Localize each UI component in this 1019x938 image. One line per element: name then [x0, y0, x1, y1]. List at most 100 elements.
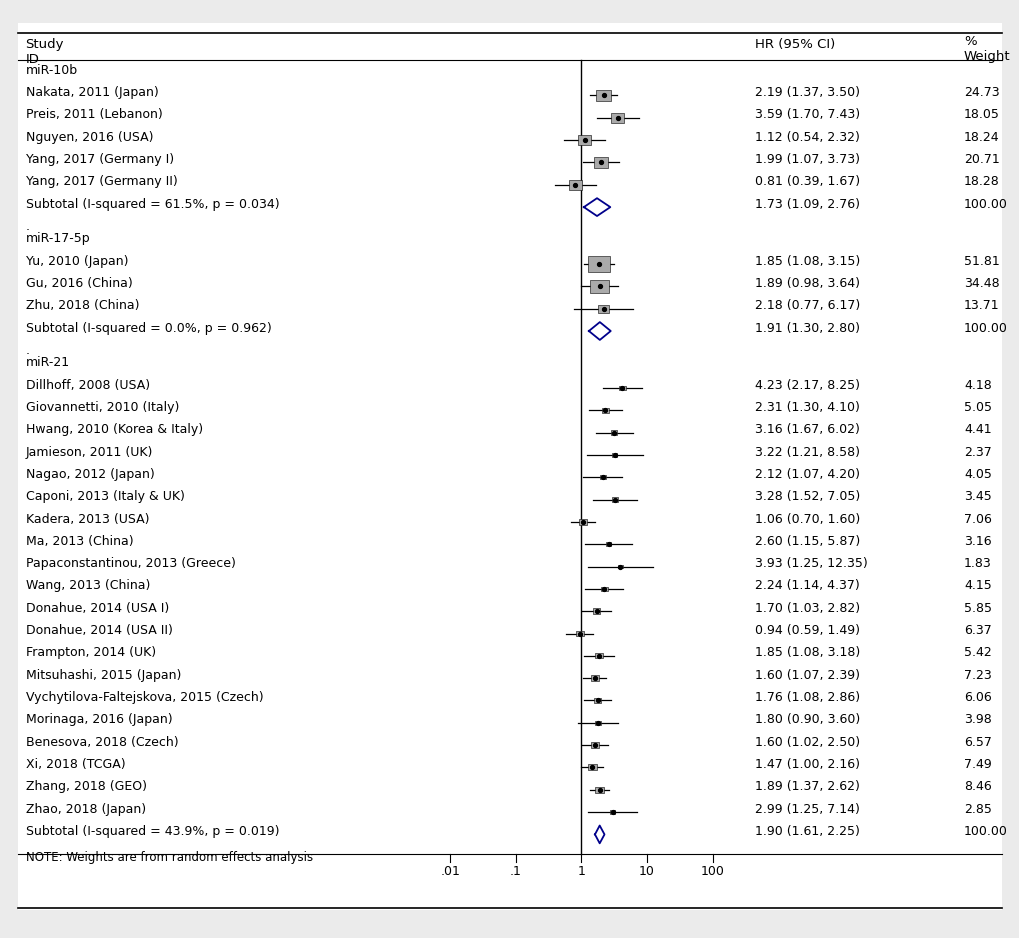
Text: Wang, 2013 (China): Wang, 2013 (China): [25, 580, 150, 593]
Text: 24.73: 24.73: [963, 86, 999, 99]
Text: Zhao, 2018 (Japan): Zhao, 2018 (Japan): [25, 803, 146, 816]
Text: .01: .01: [440, 866, 460, 878]
Text: Zhu, 2018 (China): Zhu, 2018 (China): [25, 299, 139, 312]
Text: 4.41: 4.41: [963, 423, 990, 436]
Text: 18.28: 18.28: [963, 175, 999, 189]
Text: 18.05: 18.05: [963, 109, 999, 121]
Text: Gu, 2016 (China): Gu, 2016 (China): [25, 277, 132, 290]
Text: .: .: [25, 220, 30, 233]
Text: 100.00: 100.00: [963, 198, 1007, 211]
Text: 3.59 (1.70, 7.43): 3.59 (1.70, 7.43): [754, 109, 859, 121]
Bar: [610, 113, 624, 123]
Text: 7.23: 7.23: [963, 669, 990, 682]
Text: 1.70 (1.03, 2.82): 1.70 (1.03, 2.82): [754, 602, 859, 614]
Text: 1.85 (1.08, 3.15): 1.85 (1.08, 3.15): [754, 254, 859, 267]
Text: 1.76 (1.08, 2.86): 1.76 (1.08, 2.86): [754, 691, 859, 704]
Text: 100: 100: [700, 866, 723, 878]
Text: Mitsuhashi, 2015 (Japan): Mitsuhashi, 2015 (Japan): [25, 669, 180, 682]
Text: 20.71: 20.71: [963, 153, 999, 166]
Text: 1.99 (1.07, 3.73): 1.99 (1.07, 3.73): [754, 153, 859, 166]
Text: 3.45: 3.45: [963, 491, 990, 503]
Bar: [595, 90, 610, 101]
Text: Nguyen, 2016 (USA): Nguyen, 2016 (USA): [25, 130, 153, 144]
Text: Jamieson, 2011 (UK): Jamieson, 2011 (UK): [25, 446, 153, 459]
Text: 2.19 (1.37, 3.50): 2.19 (1.37, 3.50): [754, 86, 859, 99]
Text: %
Weight: % Weight: [963, 35, 1010, 63]
Text: 4.15: 4.15: [963, 580, 990, 593]
Text: 3.93 (1.25, 12.35): 3.93 (1.25, 12.35): [754, 557, 867, 570]
Text: 1.47 (1.00, 2.16): 1.47 (1.00, 2.16): [754, 758, 859, 771]
Text: Study
ID: Study ID: [25, 38, 64, 66]
Text: 3.22 (1.21, 8.58): 3.22 (1.21, 8.58): [754, 446, 859, 459]
Text: 2.37: 2.37: [963, 446, 990, 459]
Text: 3.16: 3.16: [963, 535, 990, 548]
Text: Subtotal (I-squared = 0.0%, p = 0.962): Subtotal (I-squared = 0.0%, p = 0.962): [25, 322, 271, 335]
Text: Zhang, 2018 (GEO): Zhang, 2018 (GEO): [25, 780, 147, 794]
Bar: [618, 565, 622, 568]
Text: 3.98: 3.98: [963, 714, 990, 726]
Text: 7.06: 7.06: [963, 512, 990, 525]
Text: 100.00: 100.00: [963, 322, 1007, 335]
Bar: [605, 542, 610, 546]
Bar: [610, 431, 616, 435]
Text: Caponi, 2013 (Italy & UK): Caponi, 2013 (Italy & UK): [25, 491, 184, 503]
Text: 5.85: 5.85: [963, 602, 990, 614]
Text: 4.23 (2.17, 8.25): 4.23 (2.17, 8.25): [754, 379, 859, 391]
Text: 2.12 (1.07, 4.20): 2.12 (1.07, 4.20): [754, 468, 859, 481]
Text: 3.28 (1.52, 7.05): 3.28 (1.52, 7.05): [754, 491, 859, 503]
Bar: [600, 586, 607, 591]
Text: 5.05: 5.05: [963, 401, 990, 414]
Text: HR (95% CI): HR (95% CI): [754, 38, 835, 51]
Text: 7.49: 7.49: [963, 758, 990, 771]
Text: Morinaga, 2016 (Japan): Morinaga, 2016 (Japan): [25, 714, 172, 726]
Text: 10: 10: [639, 866, 654, 878]
Text: 1: 1: [577, 866, 585, 878]
Text: Donahue, 2014 (USA I): Donahue, 2014 (USA I): [25, 602, 168, 614]
Bar: [579, 519, 587, 525]
Bar: [590, 742, 598, 748]
Bar: [593, 158, 607, 168]
Text: Yu, 2010 (Japan): Yu, 2010 (Japan): [25, 254, 127, 267]
Text: 100.00: 100.00: [963, 825, 1007, 838]
Text: 1.12 (0.54, 2.32): 1.12 (0.54, 2.32): [754, 130, 859, 144]
Text: 1.83: 1.83: [963, 557, 990, 570]
Text: 5.42: 5.42: [963, 646, 990, 659]
Text: 1.90 (1.61, 2.25): 1.90 (1.61, 2.25): [754, 825, 859, 838]
Text: miR-17-5p: miR-17-5p: [25, 233, 90, 246]
Text: 1.91 (1.30, 2.80): 1.91 (1.30, 2.80): [754, 322, 859, 335]
Text: Subtotal (I-squared = 61.5%, p = 0.034): Subtotal (I-squared = 61.5%, p = 0.034): [25, 198, 279, 211]
Text: Papaconstantinou, 2013 (Greece): Papaconstantinou, 2013 (Greece): [25, 557, 235, 570]
Text: 6.37: 6.37: [963, 624, 990, 637]
Bar: [590, 675, 598, 681]
Text: Dillhoff, 2008 (USA): Dillhoff, 2008 (USA): [25, 379, 150, 391]
Text: 2.60 (1.15, 5.87): 2.60 (1.15, 5.87): [754, 535, 859, 548]
Text: 0.94 (0.59, 1.49): 0.94 (0.59, 1.49): [754, 624, 859, 637]
Bar: [578, 135, 591, 144]
Text: Benesova, 2018 (Czech): Benesova, 2018 (Czech): [25, 735, 178, 749]
Text: Yang, 2017 (Germany I): Yang, 2017 (Germany I): [25, 153, 173, 166]
Text: NOTE: Weights are from random effects analysis: NOTE: Weights are from random effects an…: [25, 851, 312, 864]
Text: Hwang, 2010 (Korea & Italy): Hwang, 2010 (Korea & Italy): [25, 423, 203, 436]
Text: Nagao, 2012 (Japan): Nagao, 2012 (Japan): [25, 468, 154, 481]
Bar: [609, 810, 614, 814]
Text: 1.60 (1.02, 2.50): 1.60 (1.02, 2.50): [754, 735, 859, 749]
Text: Yang, 2017 (Germany II): Yang, 2017 (Germany II): [25, 175, 177, 189]
Text: 13.71: 13.71: [963, 299, 999, 312]
Bar: [594, 720, 600, 725]
Bar: [611, 453, 616, 457]
Text: 1.06 (0.70, 1.60): 1.06 (0.70, 1.60): [754, 512, 859, 525]
Text: 2.18 (0.77, 6.17): 2.18 (0.77, 6.17): [754, 299, 859, 312]
Text: 2.99 (1.25, 7.14): 2.99 (1.25, 7.14): [754, 803, 859, 816]
Text: Subtotal (I-squared = 43.9%, p = 0.019): Subtotal (I-squared = 43.9%, p = 0.019): [25, 825, 279, 838]
Text: 1.89 (0.98, 3.64): 1.89 (0.98, 3.64): [754, 277, 859, 290]
Bar: [601, 408, 608, 413]
Text: 1.73 (1.09, 2.76): 1.73 (1.09, 2.76): [754, 198, 859, 211]
Text: miR-21: miR-21: [25, 356, 69, 370]
Text: 1.89 (1.37, 2.62): 1.89 (1.37, 2.62): [754, 780, 859, 794]
Text: 18.24: 18.24: [963, 130, 999, 144]
Text: .: .: [25, 344, 30, 357]
Bar: [590, 280, 608, 293]
Text: 1.60 (1.07, 2.39): 1.60 (1.07, 2.39): [754, 669, 859, 682]
Bar: [592, 609, 600, 613]
Text: Donahue, 2014 (USA II): Donahue, 2014 (USA II): [25, 624, 172, 637]
